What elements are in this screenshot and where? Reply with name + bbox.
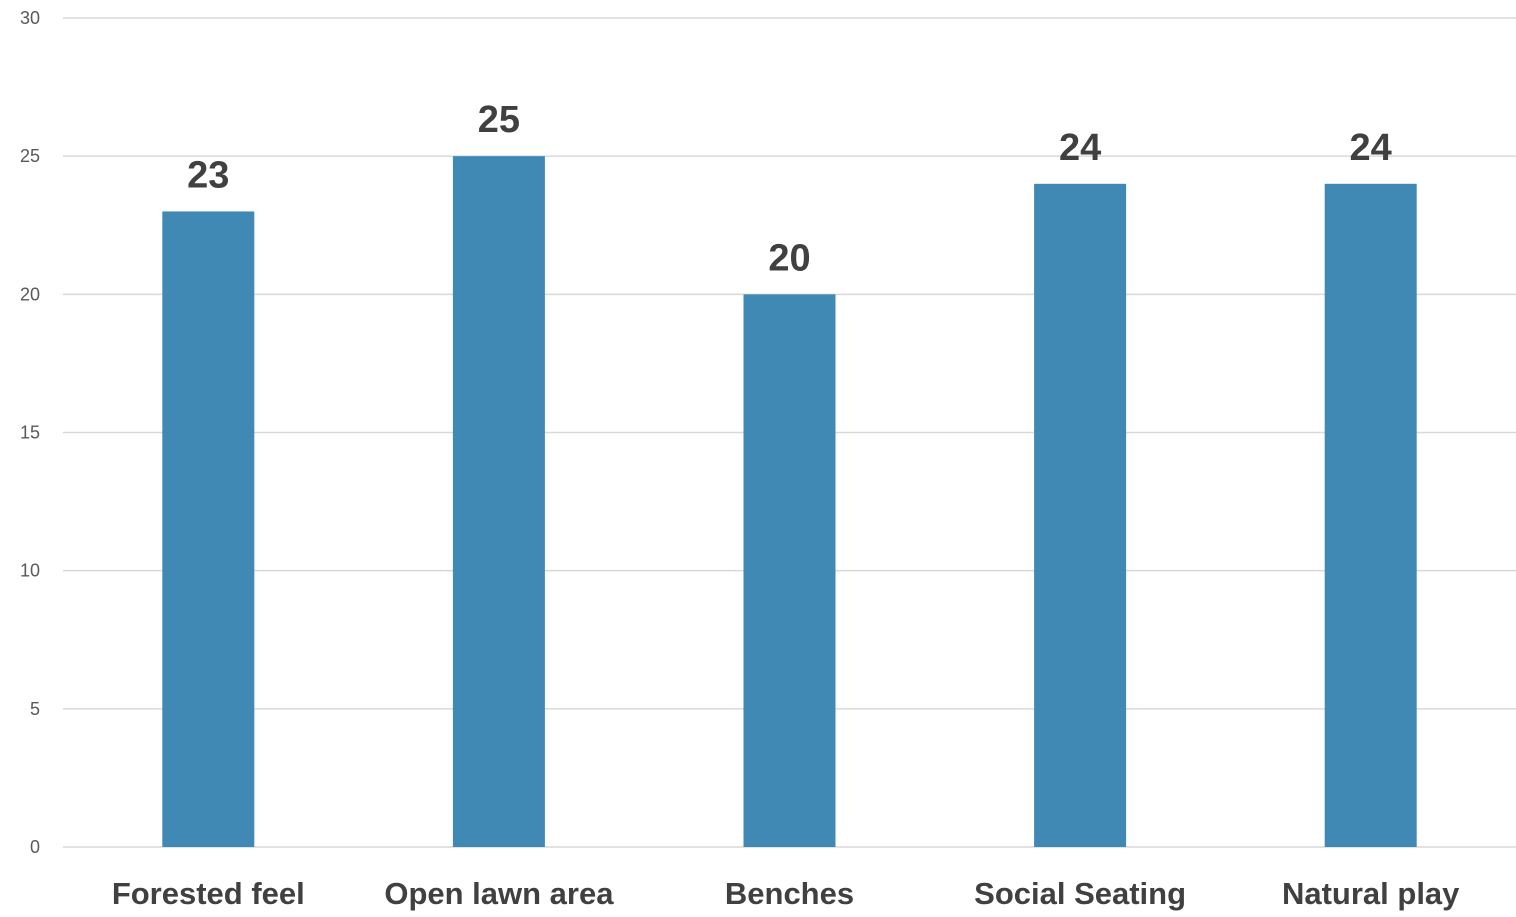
- y-axis-ticks: 0 5 10 15 20 25 30: [20, 8, 40, 857]
- y-tick-label: 15: [20, 423, 40, 443]
- x-category-label: Open lawn area: [384, 876, 614, 911]
- y-tick-label: 5: [30, 699, 40, 719]
- bars: [162, 156, 1417, 848]
- y-tick-label: 20: [20, 284, 40, 304]
- x-category-label: Forested feel: [112, 876, 305, 911]
- x-category-label: Benches: [725, 876, 854, 911]
- data-label: 25: [478, 99, 520, 141]
- x-axis-categories: Forested feel Open lawn area Benches Social…: [112, 876, 1460, 911]
- bar-social-seating: [1034, 183, 1127, 848]
- data-labels: 23 25 20 24 24: [187, 99, 1392, 279]
- data-label: 20: [768, 237, 810, 279]
- data-label: 24: [1059, 127, 1101, 169]
- data-label: 23: [187, 154, 229, 196]
- y-tick-label: 0: [30, 837, 40, 857]
- y-tick-label: 30: [20, 8, 40, 28]
- bar-benches: [743, 294, 836, 847]
- y-tick-label: 25: [20, 146, 40, 166]
- y-tick-label: 10: [20, 561, 40, 581]
- bar-natural-play: [1324, 183, 1417, 848]
- bar-open-lawn-area: [452, 156, 545, 847]
- x-category-label: Social Seating: [974, 876, 1186, 911]
- data-label: 24: [1350, 127, 1392, 169]
- bar-forested-feel: [162, 211, 255, 847]
- x-category-label: Natural play: [1282, 876, 1460, 911]
